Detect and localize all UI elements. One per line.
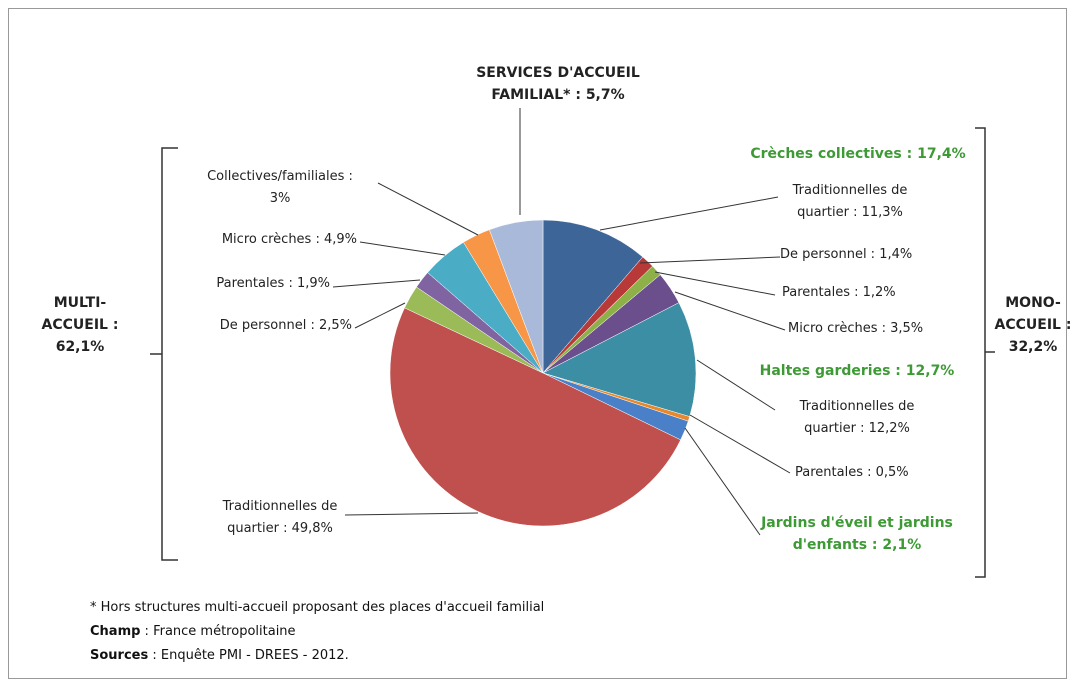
- slice-label: Traditionnelles de quartier : 49,8%: [222, 499, 338, 536]
- leader-line: [354, 302, 406, 329]
- group-label: MULTI- ACCUEIL : 62,1%: [41, 295, 119, 355]
- leader-line: [654, 271, 776, 296]
- leader-line: [599, 196, 779, 231]
- frame: [8, 8, 1067, 679]
- slice-label: Parentales : 1,9%: [216, 276, 330, 291]
- slice-label: Parentales : 1,2%: [782, 285, 896, 300]
- leader-line: [359, 241, 446, 256]
- note-text: : Enquête PMI - DREES - 2012.: [148, 648, 349, 663]
- footnote: Sources : Enquête PMI - DREES - 2012.: [90, 648, 349, 663]
- right-bracket: [975, 127, 995, 578]
- leader-line: [674, 291, 786, 331]
- note-key: Sources: [90, 648, 149, 663]
- pie-slice: [542, 302, 697, 417]
- note-text: : France métropolitaine: [140, 624, 296, 639]
- leader-line: [689, 414, 791, 474]
- note-key: Champ: [90, 624, 141, 639]
- slice-label: Traditionnelles de quartier : 12,2%: [799, 399, 915, 436]
- left-bracket: [150, 147, 178, 561]
- pie-slice: [389, 307, 681, 527]
- leader-line: [639, 256, 781, 264]
- pie-slice: [542, 219, 644, 374]
- leader-line: [684, 427, 761, 536]
- slice-label: Micro crèches : 3,5%: [788, 321, 924, 336]
- footnote: Champ : France métropolitaine: [90, 624, 296, 639]
- slice-label: Parentales : 0,5%: [795, 465, 909, 480]
- slice-label: Micro crèches : 4,9%: [221, 232, 357, 247]
- slice-label: De personnel : 2,5%: [219, 318, 352, 333]
- leader-line: [332, 279, 421, 288]
- slice-label: Collectives/familiales : 3%: [207, 169, 353, 206]
- group-label: MONO- ACCUEIL : 32,2%: [994, 295, 1072, 355]
- slice-label: Jardins d'éveil et jardins d'enfants : 2…: [761, 515, 953, 553]
- group-label: Crèches collectives : 17,4%: [750, 146, 966, 162]
- slice-label: Traditionnelles de quartier : 11,3%: [792, 183, 908, 220]
- pie-slice: [489, 219, 544, 374]
- footnote: * Hors structures multi-accueil proposan…: [90, 600, 545, 615]
- slice-label: SERVICES D'ACCUEIL FAMILIAL* : 5,7%: [476, 65, 640, 103]
- group-label: Haltes garderies : 12,7%: [759, 363, 955, 379]
- leader-line: [344, 512, 479, 516]
- leader-line: [377, 182, 479, 236]
- leader-line: [696, 359, 776, 411]
- slice-label: De personnel : 1,4%: [780, 247, 913, 262]
